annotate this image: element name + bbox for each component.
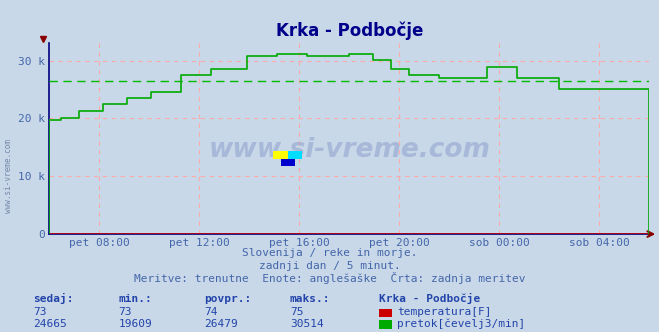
Title: Krka - Podbočje: Krka - Podbočje bbox=[275, 22, 423, 40]
Text: 75: 75 bbox=[290, 307, 303, 317]
Text: Krka - Podbočje: Krka - Podbočje bbox=[379, 293, 480, 304]
Text: povpr.:: povpr.: bbox=[204, 294, 252, 304]
Text: maks.:: maks.: bbox=[290, 294, 330, 304]
Text: pretok[čevelj3/min]: pretok[čevelj3/min] bbox=[397, 318, 526, 329]
Text: 73: 73 bbox=[119, 307, 132, 317]
Text: 30514: 30514 bbox=[290, 319, 324, 329]
Text: 73: 73 bbox=[33, 307, 46, 317]
Text: 74: 74 bbox=[204, 307, 217, 317]
Text: Meritve: trenutne  Enote: anglešaške  Črta: zadnja meritev: Meritve: trenutne Enote: anglešaške Črta… bbox=[134, 272, 525, 284]
Text: 26479: 26479 bbox=[204, 319, 238, 329]
Text: www.si-vreme.com: www.si-vreme.com bbox=[4, 139, 13, 213]
Text: temperatura[F]: temperatura[F] bbox=[397, 307, 492, 317]
Text: min.:: min.: bbox=[119, 294, 152, 304]
Text: Slovenija / reke in morje.: Slovenija / reke in morje. bbox=[242, 248, 417, 258]
Text: www.si-vreme.com: www.si-vreme.com bbox=[208, 137, 490, 163]
Text: zadnji dan / 5 minut.: zadnji dan / 5 minut. bbox=[258, 261, 401, 271]
Text: 24665: 24665 bbox=[33, 319, 67, 329]
Text: 19609: 19609 bbox=[119, 319, 152, 329]
Text: sedaj:: sedaj: bbox=[33, 293, 73, 304]
